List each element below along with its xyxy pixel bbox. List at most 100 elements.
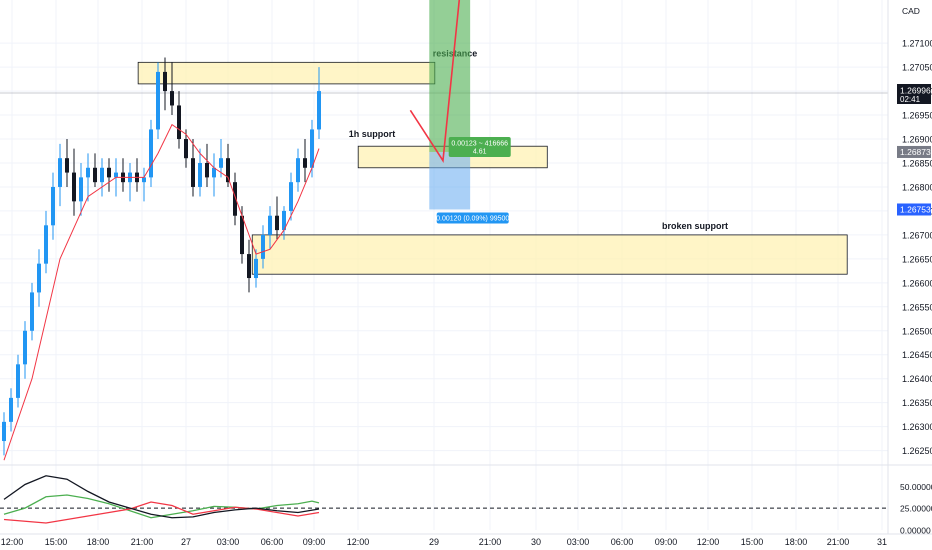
target-label-2: 4.61: [473, 148, 487, 155]
zone-broken-support: [251, 234, 848, 275]
stop-zone: [429, 151, 471, 210]
x-tick-label: 18:00: [785, 537, 808, 547]
price-badge-label: 1.26753: [900, 204, 931, 214]
candle-body: [100, 167, 104, 183]
y-tick-label: 1.26450: [902, 350, 932, 360]
zone-label-1h-support: 1h support: [349, 129, 396, 139]
y-tick-label: 1.26900: [902, 135, 932, 145]
x-tick-label: 27: [181, 537, 191, 547]
y-tick-label: 1.26800: [902, 182, 932, 192]
y-tick-label: 1.26400: [902, 374, 932, 384]
y-tick-label: 1.26650: [902, 254, 932, 264]
candle-body: [9, 397, 13, 422]
candle-body: [30, 292, 34, 331]
indicator-tick-label: 0.00000: [900, 526, 931, 536]
candle-body: [261, 234, 265, 259]
moving-average: [3, 123, 320, 461]
candle-body: [86, 167, 90, 178]
candle-body: [142, 177, 146, 183]
x-tick-label: 06:00: [261, 537, 284, 547]
y-tick-label: 1.26950: [902, 111, 932, 121]
indicator-red-line: [3, 501, 320, 524]
candle-body: [212, 167, 216, 178]
candle-body: [198, 162, 202, 187]
candle-body: [317, 91, 321, 130]
indicator-green-line: [3, 494, 320, 519]
x-tick-label: 29: [429, 537, 439, 547]
y-tick-label: 1.26250: [902, 446, 932, 456]
candle-body: [72, 172, 76, 202]
indicator-pane: [0, 475, 888, 524]
countdown-label: 02:41: [900, 95, 921, 104]
candles: [2, 57, 321, 456]
candle-body: [191, 158, 195, 187]
candle-body: [254, 258, 258, 279]
y-tick-label: 1.26550: [902, 302, 932, 312]
candle-body: [107, 167, 111, 178]
candle-body: [51, 186, 55, 226]
candle-body: [184, 139, 188, 159]
candle-body: [16, 364, 20, 398]
x-tick-label: 03:00: [567, 537, 590, 547]
target-zone: [429, 0, 471, 152]
last-price-badge: [897, 84, 931, 104]
candle-body: [163, 71, 167, 92]
y-tick-label: 1.26600: [902, 278, 932, 288]
candle-body: [233, 182, 237, 216]
stop-label: 0.00120 (0.09%) 99500: [436, 215, 509, 222]
projection-path: [409, 0, 461, 163]
candle-body: [219, 158, 223, 168]
target-label: 0.00123 ~ 416666: [451, 140, 508, 147]
projection-line: [409, 0, 461, 163]
y-tick-label: 1.27050: [902, 63, 932, 73]
x-tick-label: 18:00: [87, 537, 110, 547]
x-tick-label: 09:00: [655, 537, 678, 547]
candle-body: [310, 129, 314, 168]
y-tick-label: 1.26500: [902, 326, 932, 336]
x-tick-label: 21:00: [827, 537, 850, 547]
zone-resistance: [137, 61, 436, 85]
candle-body: [79, 177, 83, 202]
price-badge: [897, 203, 931, 216]
candle-body: [2, 421, 6, 442]
ma-line: [3, 123, 320, 461]
candle-body: [275, 215, 279, 231]
x-tick-label: 06:00: [611, 537, 634, 547]
indicator-tick-label: 50.00000: [900, 482, 932, 492]
x-tick-label: 30: [531, 537, 541, 547]
candle-body: [282, 210, 286, 231]
x-tick-label: 15:00: [45, 537, 68, 547]
x-tick-label: 12:00: [347, 537, 370, 547]
x-tick-label: 09:00: [303, 537, 326, 547]
candle-body: [114, 172, 118, 178]
y-tick-label: 1.27100: [902, 39, 932, 49]
candle-body: [170, 91, 174, 106]
candle-body: [177, 105, 181, 140]
candle-body: [37, 263, 41, 293]
candle-body: [268, 215, 272, 235]
x-tick-label: 12:00: [697, 537, 720, 547]
x-tick-label: 31: [877, 537, 887, 547]
y-tick-label: 1.26850: [902, 158, 932, 168]
y-tick-label: 1.26300: [902, 422, 932, 432]
price-badge-label: 1.26873: [900, 147, 931, 157]
candle-body: [240, 215, 244, 255]
y-tick-label: 1.26350: [902, 398, 932, 408]
candle-body: [303, 158, 307, 168]
candle-body: [23, 330, 27, 365]
x-tick-label: 12:00: [1, 537, 24, 547]
candle-body: [205, 162, 209, 178]
zone-label-broken-support: broken support: [662, 221, 728, 231]
x-tick-label: 03:00: [217, 537, 240, 547]
stop-label-box: [436, 212, 509, 224]
candle-body: [65, 158, 69, 173]
indicator-black-line: [3, 475, 320, 519]
x-tick-label: 21:00: [131, 537, 154, 547]
candle-body: [149, 129, 153, 178]
target-label-box: [448, 136, 511, 157]
currency-label: CAD: [902, 6, 920, 16]
